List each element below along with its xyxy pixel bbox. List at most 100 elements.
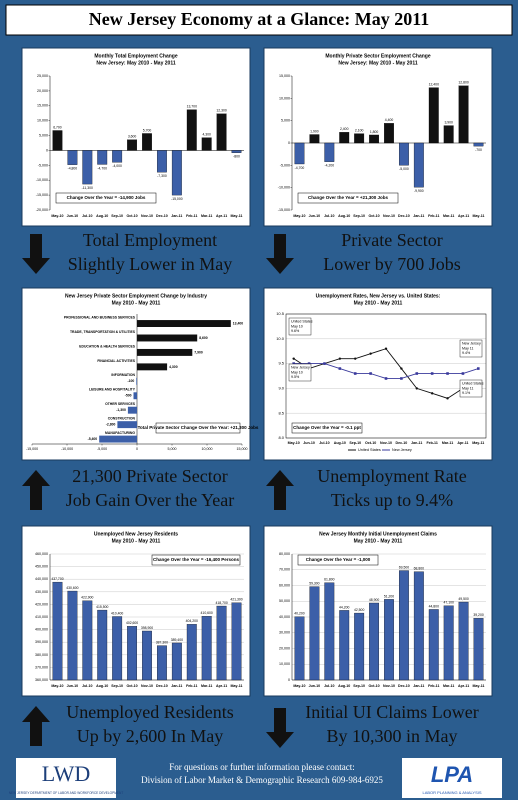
bar — [398, 570, 409, 681]
bar — [156, 645, 167, 681]
x-tick-label: 0 — [136, 447, 138, 451]
value-label: 410,600 — [201, 611, 213, 615]
x-tick-label: 10,000 — [202, 447, 213, 451]
annotation: May 10 — [291, 370, 303, 374]
y-tick-label: 80,000 — [279, 552, 290, 556]
value-label: 4,400 — [385, 118, 394, 122]
category-label: LEISURE AND HOSPITALITY — [89, 388, 136, 392]
value-label: -700 — [475, 148, 482, 152]
value-label: 418,700 — [215, 601, 227, 605]
value-label: -4,700 — [97, 166, 107, 170]
arrow-down — [266, 234, 294, 274]
value-label: -500 — [125, 394, 132, 398]
x-tick-label: Sep-10 — [111, 684, 123, 688]
x-tick-label: Jan-11 — [413, 684, 424, 688]
bar — [428, 609, 439, 681]
marker — [384, 347, 388, 350]
value-label: -5,400 — [88, 437, 98, 441]
marker — [415, 387, 418, 390]
x-tick-label: Apr-11 — [458, 214, 469, 218]
value-label: 6,700 — [53, 125, 62, 129]
x-tick-label: 15,000 — [237, 447, 248, 451]
value-label: 13,700 — [187, 105, 197, 109]
x-tick-label: Aug-10 — [96, 214, 108, 218]
category-label: CONSTRUCTION — [108, 417, 136, 421]
category-label: EDUCATION & HEALTH SERVICES — [79, 344, 135, 348]
x-tick-label: Jun-10 — [309, 684, 321, 688]
footer-text: For questions or further information ple… — [169, 762, 354, 772]
arrow-up — [22, 706, 50, 746]
chart-subtitle: May 2010 - May 2011 — [354, 538, 403, 544]
bar — [339, 132, 350, 144]
x-tick-label: Jul-10 — [324, 214, 334, 218]
y-tick-label: 370,000 — [35, 665, 48, 669]
y-tick-label: 20,000 — [279, 646, 290, 650]
bar — [82, 150, 93, 185]
y-tick-label: 400,000 — [35, 628, 48, 632]
legend-label: New Jersey — [392, 448, 412, 452]
note: Change Over the Year = -0.1 ppt — [293, 425, 361, 430]
value-label: 1,800 — [370, 130, 379, 134]
marker — [292, 357, 295, 360]
note: Change Over the Year = -1,000 — [306, 557, 371, 562]
value-label: 61,800 — [324, 578, 334, 582]
y-tick-label: 10,000 — [279, 96, 290, 100]
title-bar — [5, 4, 513, 36]
x-tick-label: Dec-10 — [398, 214, 410, 218]
value-label: 410,400 — [111, 611, 123, 615]
marker — [415, 372, 419, 375]
y-tick-label: 380,000 — [35, 653, 48, 657]
value-label: -4,700 — [295, 166, 305, 170]
chart-title: Monthly Private Sector Employment Change — [325, 53, 431, 59]
x-tick-label: Oct-10 — [126, 214, 137, 218]
bar — [142, 133, 152, 151]
chart-title: Unemployed New Jersey Residents — [94, 531, 178, 537]
value-label: 1,900 — [310, 129, 319, 133]
bar — [354, 612, 365, 681]
bar — [127, 626, 138, 681]
caption: By 10,300 in May — [326, 726, 457, 746]
x-tick-label: Nov-10 — [380, 441, 392, 445]
panel — [21, 287, 251, 461]
value-label: 2,400 — [340, 127, 349, 131]
y-tick-label: 10,000 — [279, 662, 290, 666]
x-tick-label: Jan-11 — [171, 214, 182, 218]
x-tick-label: Nov-10 — [141, 684, 153, 688]
value-label: 47,100 — [444, 601, 454, 605]
x-tick-label: Jul-10 — [319, 441, 329, 445]
y-tick-label: 40,000 — [279, 615, 290, 619]
value-label: 4,300 — [202, 133, 211, 137]
x-tick-label: -10,000 — [61, 447, 73, 451]
marker — [338, 357, 342, 360]
value-label: 40,200 — [294, 612, 304, 616]
bar — [171, 642, 182, 681]
value-label: 3,900 — [444, 120, 453, 124]
bar — [52, 130, 63, 151]
x-tick-label: Sep-10 — [353, 684, 365, 688]
annotation-box — [459, 339, 483, 358]
bar — [127, 406, 137, 414]
value-label: -1,300 — [116, 408, 126, 412]
caption: Initial UI Claims Lower — [305, 702, 478, 722]
marker — [446, 397, 449, 400]
note-box — [297, 192, 399, 204]
x-tick-label: Oct-10 — [126, 684, 137, 688]
x-tick-label: May-10 — [293, 684, 305, 688]
category-label: MANUFACTURING — [105, 431, 135, 435]
arrow-down — [266, 708, 294, 748]
y-tick-label: -10,000 — [36, 178, 48, 182]
note-box — [151, 554, 241, 566]
bar — [324, 142, 335, 162]
y-tick-label: 9.0 — [278, 385, 284, 390]
annotation: May 11 — [462, 386, 474, 390]
x-tick-label: Jul-10 — [82, 684, 92, 688]
bar — [294, 616, 305, 681]
footer-text: Division of Labor Market & Demographic R… — [141, 775, 383, 785]
bar — [127, 139, 138, 151]
chart-subtitle: May 2010 - May 2011 — [354, 300, 403, 306]
bar — [186, 109, 197, 151]
bar — [324, 582, 335, 681]
value-label: 415,500 — [96, 605, 108, 609]
